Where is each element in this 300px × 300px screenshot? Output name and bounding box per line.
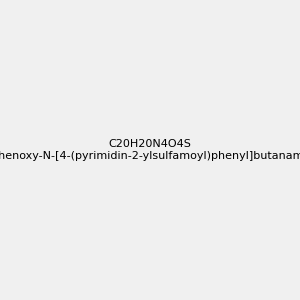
Text: C20H20N4O4S
2-phenoxy-N-[4-(pyrimidin-2-ylsulfamoyl)phenyl]butanamide: C20H20N4O4S 2-phenoxy-N-[4-(pyrimidin-2-… bbox=[0, 139, 300, 161]
